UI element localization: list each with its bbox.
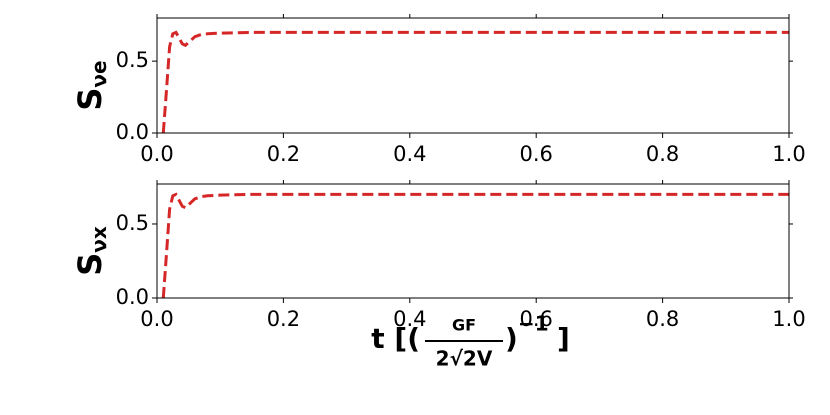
x-tick-label: 0.0 xyxy=(140,307,173,331)
x-tick-label: 0.2 xyxy=(267,307,300,331)
x-tick-label: 0.0 xyxy=(140,142,173,166)
x-tick-label: 0.4 xyxy=(393,307,426,331)
data-line xyxy=(161,192,789,299)
x-tick-label: 0.8 xyxy=(646,307,679,331)
x-tick-label: 1.0 xyxy=(772,307,805,331)
x-label-denominator: 2√2V xyxy=(436,347,493,371)
x-tick-label: 1.0 xyxy=(772,142,805,166)
x-label-close: ] xyxy=(557,322,570,355)
x-label-exponent: −1 xyxy=(518,312,549,336)
y-tick-label: 0.0 xyxy=(116,120,149,144)
y-axis-label: Sνx xyxy=(71,226,111,276)
y-tick-label: 0.0 xyxy=(116,285,149,309)
x-label-prefix: t [( xyxy=(371,322,420,355)
x-label-suffix: ) xyxy=(505,322,518,355)
y-label-sub: νx xyxy=(87,226,111,253)
y-axis-label: Sνe xyxy=(71,60,111,110)
x-tick-label: 0.6 xyxy=(519,142,552,166)
data-line xyxy=(161,30,789,134)
y-label-base: S xyxy=(71,253,109,276)
y-tick-label: 0.5 xyxy=(116,211,149,235)
x-tick-label: 0.4 xyxy=(393,142,426,166)
axes-frame xyxy=(156,17,790,134)
x-tick-label: 0.6 xyxy=(519,307,552,331)
y-label-sub: νe xyxy=(87,60,111,87)
y-tick-label: 0.5 xyxy=(116,48,149,72)
x-tick-label: 0.2 xyxy=(267,142,300,166)
x-tick-label: 0.8 xyxy=(646,142,679,166)
x-label-numerator: GF xyxy=(452,316,476,335)
axes-frame xyxy=(156,183,790,299)
y-label-base: S xyxy=(71,88,109,111)
